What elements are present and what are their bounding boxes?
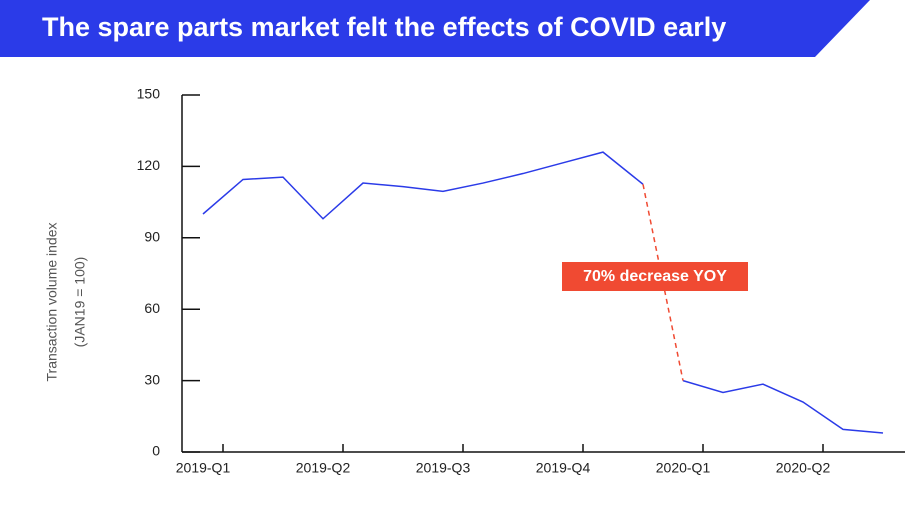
line-series [202, 151, 644, 220]
x-tick-label: 2019-Q4 [536, 460, 591, 476]
y-tick-label: 60 [144, 300, 160, 316]
y-tick-label: 150 [137, 86, 161, 102]
y-tick-label: 0 [152, 443, 160, 459]
line-series [682, 379, 884, 434]
x-tick-label: 2019-Q3 [416, 460, 471, 476]
y-tick-label: 90 [144, 229, 160, 245]
x-tick-label: 2020-Q1 [656, 460, 711, 476]
annotation-text: 70% decrease YOY [583, 268, 727, 285]
x-tick-label: 2020-Q2 [776, 460, 831, 476]
y-axis-label: Transaction volume index [44, 222, 60, 381]
chart-title: The spare parts market felt the effects … [42, 12, 726, 42]
y-tick-label: 30 [144, 371, 160, 387]
y-axis-label: (JAN19 = 100) [72, 257, 88, 348]
x-tick-label: 2019-Q2 [296, 460, 351, 476]
x-tick-label: 2019-Q1 [176, 460, 231, 476]
y-tick-label: 120 [137, 157, 161, 173]
title-banner [0, 0, 870, 57]
annotation-box [562, 262, 748, 291]
